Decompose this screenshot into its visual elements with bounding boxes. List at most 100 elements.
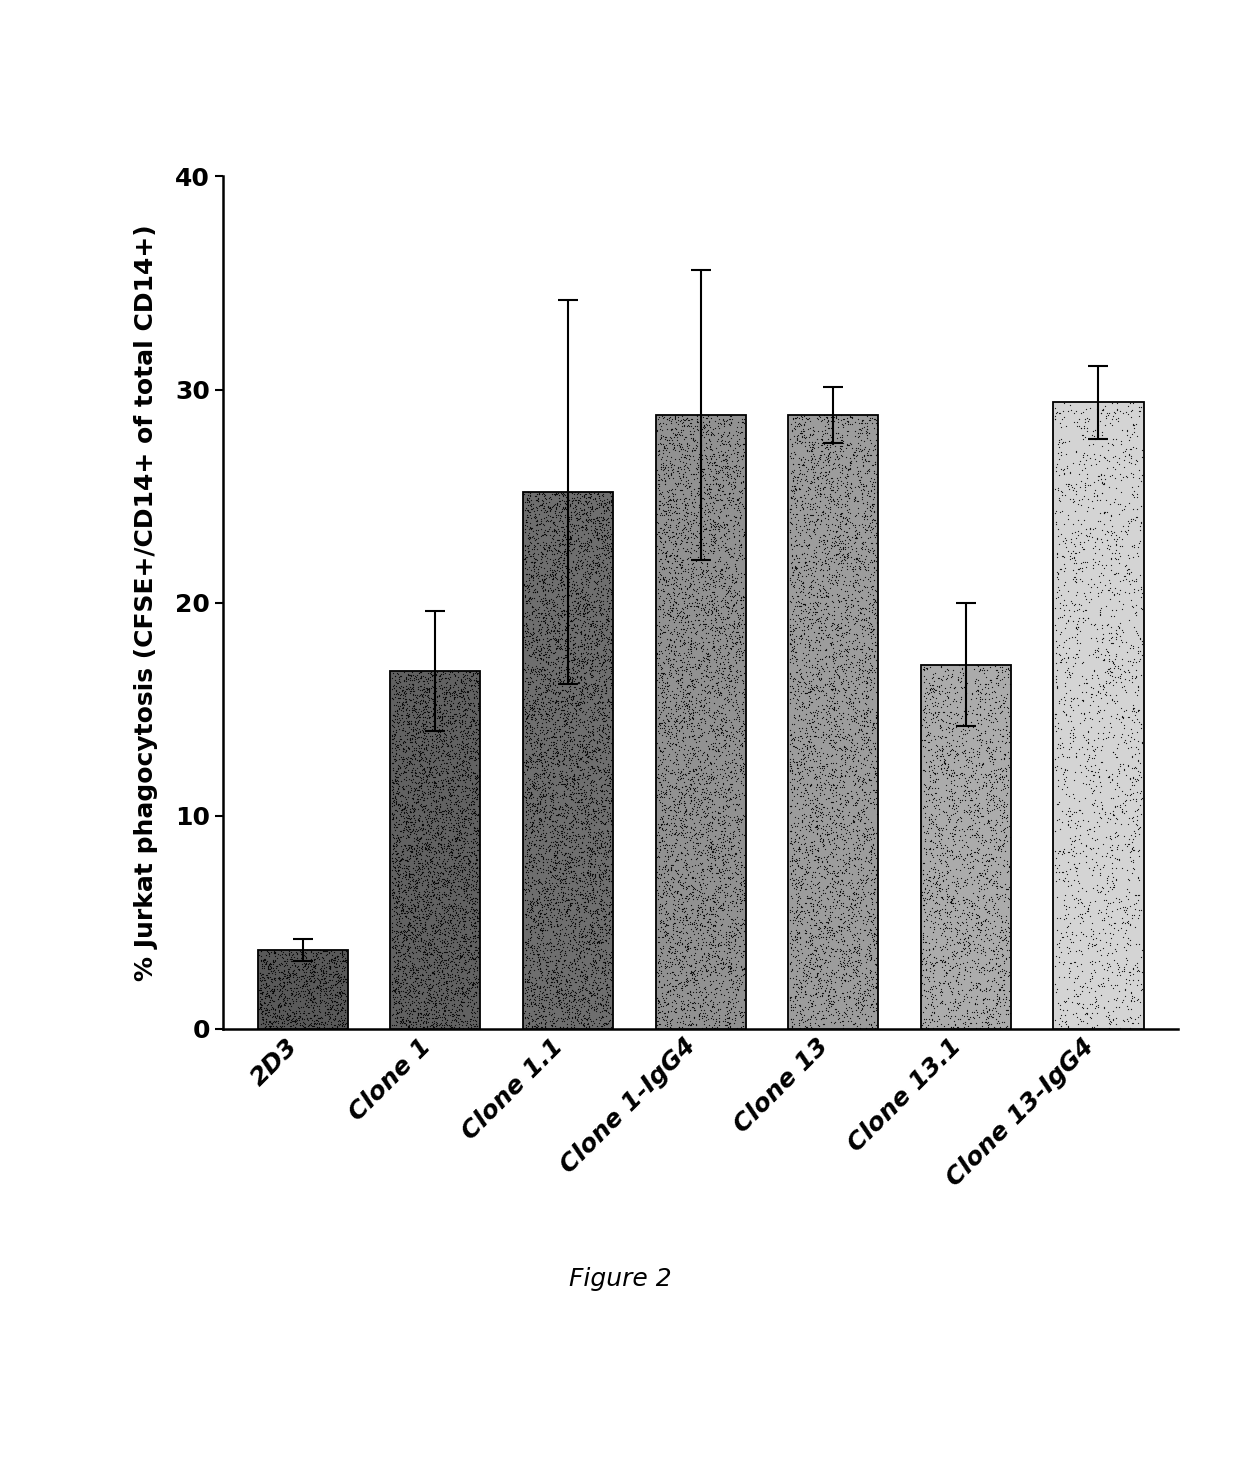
- Point: [706, 839, 725, 863]
- Point: [653, 603, 673, 626]
- Point: [469, 833, 489, 857]
- Point: [520, 839, 539, 863]
- Point: [801, 691, 821, 714]
- Point: [1117, 911, 1137, 935]
- Point: [577, 836, 596, 860]
- Point: [813, 463, 833, 487]
- Point: [267, 1016, 286, 1039]
- Point: [420, 748, 440, 772]
- Point: [915, 773, 935, 797]
- Point: [930, 873, 950, 897]
- Point: [713, 614, 733, 638]
- Point: [433, 885, 453, 908]
- Point: [1092, 750, 1112, 773]
- Point: [967, 975, 987, 998]
- Point: [812, 980, 832, 1004]
- Point: [280, 963, 300, 986]
- Point: [802, 470, 822, 494]
- Point: [554, 562, 574, 585]
- Point: [588, 731, 608, 754]
- Point: [312, 945, 332, 969]
- Point: [701, 766, 720, 789]
- Point: [567, 816, 587, 839]
- Point: [589, 938, 609, 961]
- Point: [538, 772, 558, 795]
- Point: [573, 654, 593, 678]
- Point: [415, 942, 435, 966]
- Point: [422, 663, 441, 686]
- Point: [418, 667, 438, 691]
- Point: [459, 961, 479, 985]
- Point: [960, 766, 980, 789]
- Point: [398, 997, 418, 1020]
- Point: [692, 944, 712, 967]
- Point: [1104, 667, 1123, 691]
- Point: [539, 892, 559, 916]
- Point: [655, 875, 675, 898]
- Point: [967, 798, 987, 822]
- Point: [254, 966, 274, 989]
- Point: [1111, 419, 1131, 442]
- Point: [583, 659, 603, 682]
- Point: [658, 807, 678, 831]
- Point: [558, 857, 578, 881]
- Point: [515, 976, 534, 1000]
- Point: [332, 973, 352, 997]
- Point: [663, 988, 683, 1011]
- Point: [319, 964, 339, 988]
- Point: [270, 978, 290, 1001]
- Point: [290, 989, 310, 1013]
- Point: [837, 760, 857, 784]
- Point: [815, 592, 835, 616]
- Point: [835, 613, 854, 637]
- Point: [856, 419, 875, 442]
- Point: [585, 901, 605, 925]
- Point: [810, 933, 830, 957]
- Point: [931, 742, 951, 766]
- Point: [534, 537, 554, 560]
- Point: [463, 678, 482, 701]
- Point: [589, 600, 609, 623]
- Point: [937, 731, 957, 754]
- Point: [563, 764, 583, 788]
- Point: [1125, 420, 1145, 444]
- Point: [806, 601, 826, 625]
- Point: [389, 792, 409, 816]
- Point: [652, 817, 672, 841]
- Point: [578, 535, 598, 559]
- Point: [528, 598, 548, 622]
- Point: [955, 920, 975, 944]
- Point: [844, 882, 864, 906]
- Point: [986, 914, 1006, 938]
- Point: [801, 714, 821, 738]
- Point: [1094, 995, 1114, 1019]
- Point: [467, 848, 487, 872]
- Point: [529, 764, 549, 788]
- Point: [782, 600, 802, 623]
- Point: [449, 903, 469, 926]
- Point: [861, 839, 880, 863]
- Point: [299, 951, 319, 975]
- Point: [807, 622, 827, 645]
- Point: [923, 895, 942, 919]
- Point: [727, 913, 746, 936]
- Point: [410, 660, 430, 684]
- Point: [1118, 517, 1138, 541]
- Point: [558, 826, 578, 850]
- Point: [992, 759, 1012, 782]
- Point: [1092, 398, 1112, 422]
- Point: [601, 853, 621, 876]
- Point: [686, 525, 706, 548]
- Point: [838, 723, 858, 747]
- Point: [709, 745, 729, 769]
- Point: [453, 681, 472, 704]
- Point: [971, 832, 991, 856]
- Point: [553, 698, 573, 722]
- Point: [528, 911, 548, 935]
- Point: [427, 948, 446, 972]
- Point: [837, 520, 857, 544]
- Point: [717, 595, 737, 619]
- Point: [816, 995, 836, 1019]
- Point: [684, 966, 704, 989]
- Point: [836, 851, 856, 875]
